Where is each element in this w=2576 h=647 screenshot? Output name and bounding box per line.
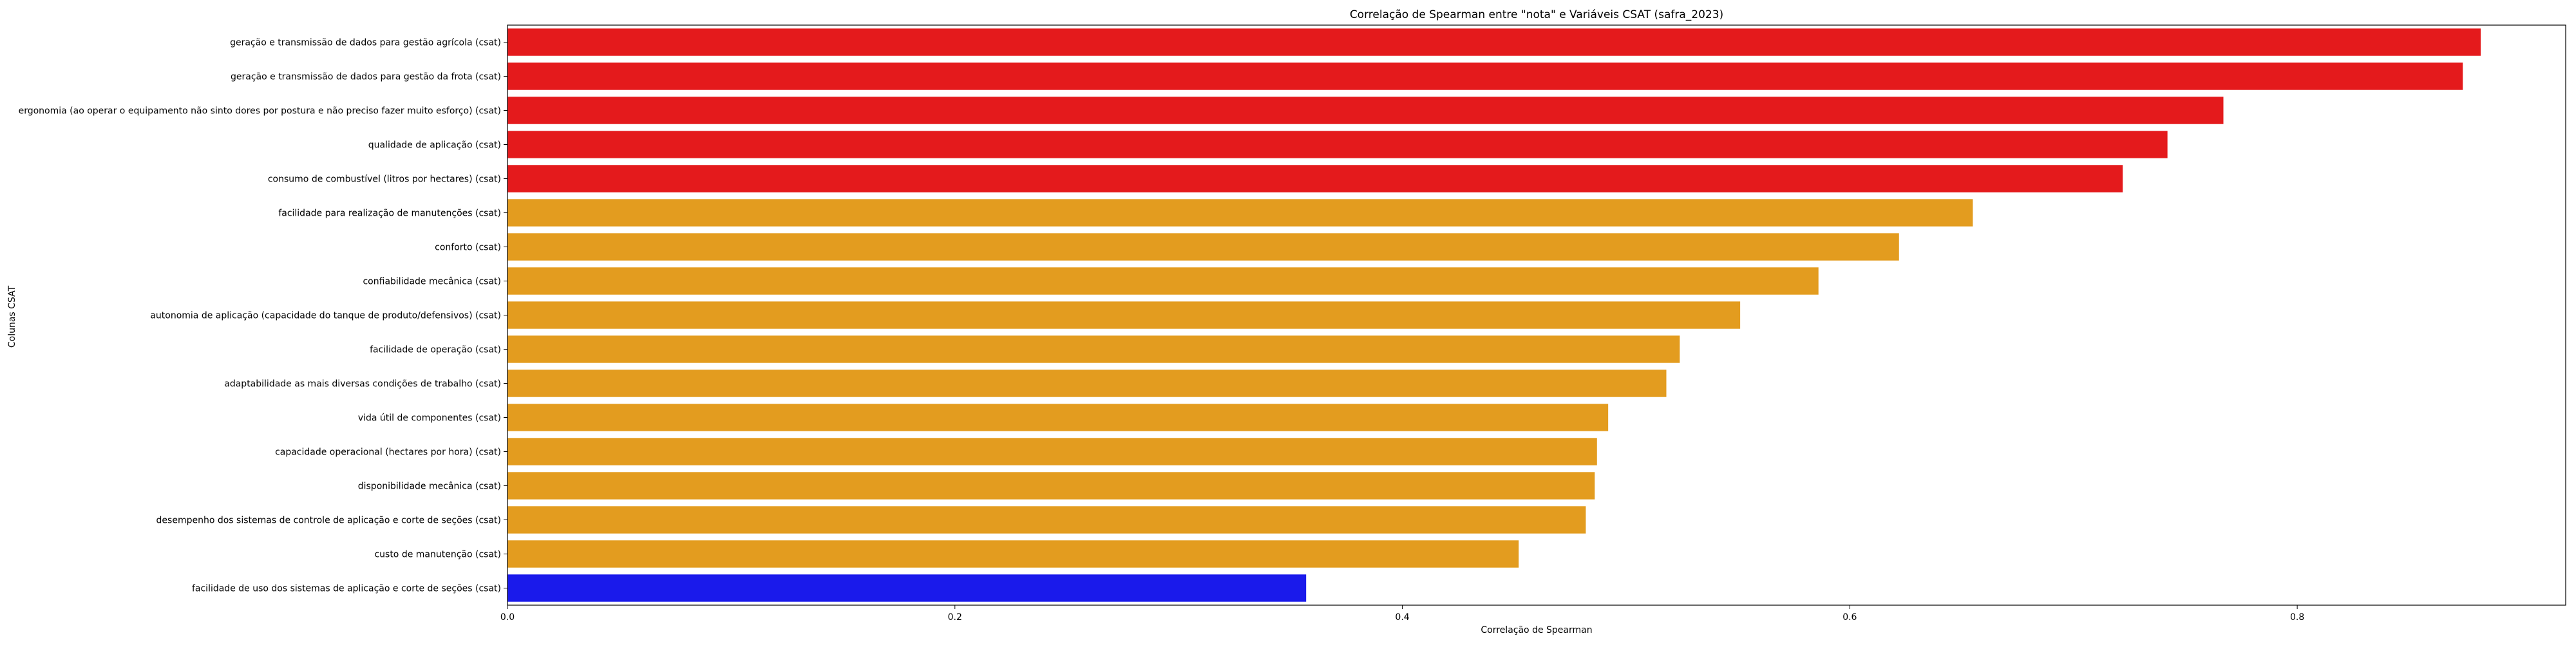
x-axis-label: Correlação de Spearman (1481, 625, 1592, 635)
chart-title: Correlação de Spearman entre "nota" e Va… (1350, 8, 1723, 21)
x-tick-layer: 0.0 0.2 0.4 0.6 0.8 (500, 605, 2304, 623)
y-tick-label: ergonomia (ao operar o equipamento não s… (19, 106, 501, 117)
y-tick-label: vida útil de componentes (csat) (358, 413, 501, 424)
y-tick-label: autonomia de aplicação (capacidade do ta… (150, 311, 501, 321)
bar (507, 301, 1741, 329)
x-tick-label: 0.8 (2290, 612, 2304, 623)
bars-layer (507, 28, 2481, 602)
bar (507, 472, 1595, 500)
bar (507, 165, 2123, 192)
bar (507, 97, 2224, 124)
y-tick-label: capacidade operacional (hectares por hor… (275, 447, 501, 458)
bar (507, 438, 1597, 465)
y-axis-label: Colunas CSAT (7, 285, 17, 348)
bar (507, 574, 1307, 602)
bar (507, 62, 2463, 90)
x-tick-label: 0.2 (948, 612, 962, 623)
y-tick-label: qualidade de aplicação (csat) (368, 140, 501, 151)
bar (507, 335, 1680, 363)
bar (507, 233, 1899, 261)
y-tick-label: facilidade de uso dos sistemas de aplica… (192, 584, 501, 594)
bar (507, 199, 1973, 227)
y-tick-label: adaptabilidade as mais diversas condiçõe… (224, 379, 501, 389)
y-tick-label: geração e transmissão de dados para gest… (230, 38, 501, 48)
x-tick-label: 0.0 (500, 612, 515, 623)
y-tick-layer: geração e transmissão de dados para gest… (19, 38, 507, 594)
bar (507, 506, 1586, 534)
x-tick-label: 0.6 (1842, 612, 1857, 623)
bar (507, 28, 2481, 56)
bar (507, 404, 1609, 431)
y-tick-label: facilidade para realização de manutençõe… (278, 209, 501, 219)
y-tick-label: geração e transmissão de dados para gest… (231, 72, 501, 82)
y-tick-label: disponibilidade mecânica (csat) (358, 482, 501, 492)
y-tick-label: conforto (csat) (435, 243, 501, 253)
y-tick-label: custo de manutenção (csat) (374, 550, 501, 560)
bar (507, 131, 2168, 158)
x-tick-label: 0.4 (1395, 612, 1409, 623)
plot-frame (507, 24, 2566, 606)
bar (507, 370, 1667, 397)
y-tick-label: confiabilidade mecânica (csat) (363, 277, 501, 287)
bar (507, 540, 1519, 568)
y-tick-label: facilidade de operação (csat) (370, 345, 501, 355)
y-tick-label: desempenho dos sistemas de controle de a… (156, 516, 501, 526)
bar (507, 267, 1819, 295)
y-tick-label: consumo de combustível (litros por hecta… (268, 174, 501, 185)
